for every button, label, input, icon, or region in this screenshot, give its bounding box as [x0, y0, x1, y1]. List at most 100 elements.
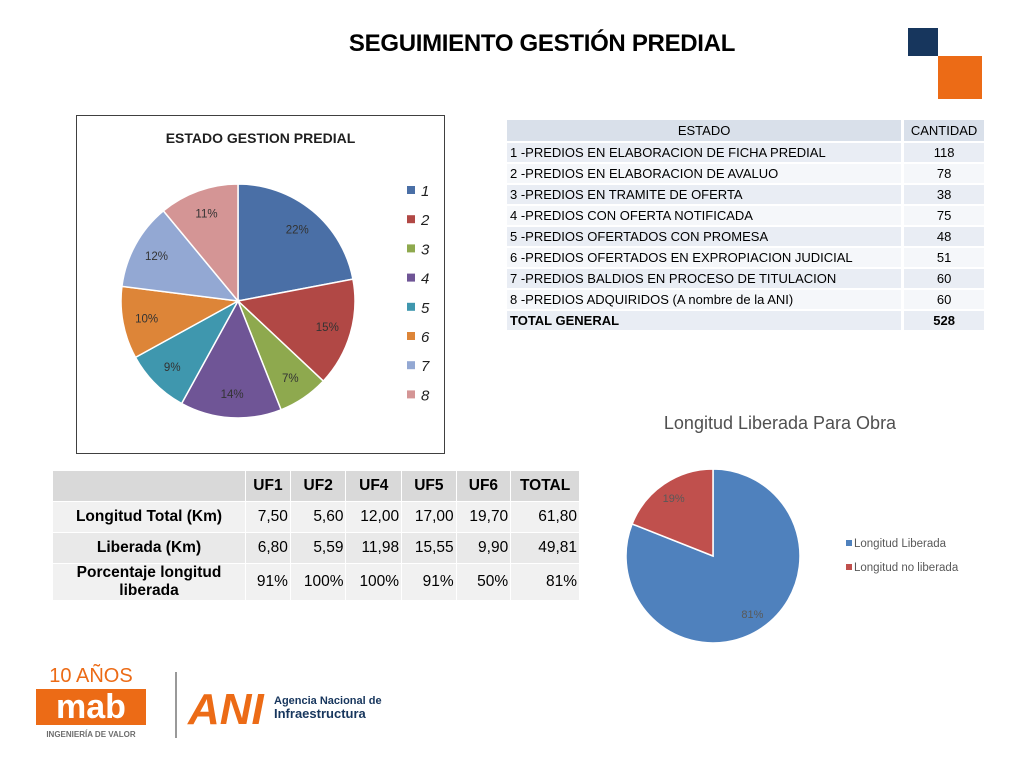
estado-pie-data-label: 14% [221, 389, 244, 401]
uf-cell: 5,60 [289, 501, 347, 533]
estado-cantidad: 48 [901, 226, 984, 248]
estado-legend-swatch [407, 186, 415, 194]
estado-label: 5 -PREDIOS OFERTADOS CON PROMESA [507, 226, 903, 248]
header-estado: ESTADO [507, 120, 903, 143]
uf-row-label: Longitud Total (Km) [52, 501, 246, 533]
uf-cell: 17,00 [401, 501, 457, 533]
uf-cell: 15,55 [401, 532, 457, 564]
uf-cell: 50% [455, 563, 512, 601]
estado-cantidad: 75 [901, 205, 984, 227]
estado-legend-swatch [407, 215, 415, 224]
corner-square-orange [938, 56, 982, 99]
uf-cell: 49,81 [510, 532, 580, 564]
uf-row-label: Liberada (Km) [52, 532, 246, 564]
uf-cell: 11,98 [345, 532, 403, 564]
longitud-legend-swatch [846, 540, 852, 546]
total-value: 528 [901, 310, 984, 332]
estado-legend-swatch [407, 302, 415, 311]
estado-legend-swatch [407, 390, 415, 399]
uf-cell: 6,80 [245, 532, 291, 564]
estado-pie-data-label: 15% [316, 322, 339, 334]
estado-legend-swatch [407, 273, 415, 282]
estado-table-row: 8 -PREDIOS ADQUIRIDOS (A nombre de la AN… [507, 289, 984, 311]
estado-label: 6 -PREDIOS OFERTADOS EN EXPROPIACION JUD… [507, 247, 903, 269]
longitud-legend-label: Longitud no liberada [854, 562, 959, 574]
uf-header-cell: UF4 [345, 470, 403, 502]
estado-table-row: 4 -PREDIOS CON OFERTA NOTIFICADA 75 [507, 205, 984, 227]
estado-label: 2 -PREDIOS EN ELABORACION DE AVALUO [507, 163, 903, 185]
estado-table-row: 6 -PREDIOS OFERTADOS EN EXPROPIACION JUD… [507, 247, 984, 269]
uf-table-row: Liberada (Km) 6,80 5,59 11,98 15,55 9,90 49,81 [52, 532, 580, 564]
estado-cantidad: 118 [901, 142, 984, 164]
uf-cell: 91% [401, 563, 457, 601]
estado-pie-data-label: 22% [286, 224, 309, 236]
estado-pie-data-label: 11% [195, 208, 217, 220]
estado-legend-label: 8 [421, 387, 430, 404]
estado-pie-slice-4 [180, 299, 283, 419]
estado-legend-label: 7 [421, 358, 430, 375]
uf-cell: 7,50 [245, 501, 291, 533]
uf-header-cell: UF5 [401, 470, 457, 502]
estado-table-header: ESTADO CANTIDAD [507, 120, 984, 143]
uf-cell: 91% [245, 563, 291, 601]
longitud-pie-title: Longitud Liberada Para Obra [663, 413, 897, 433]
corner-square-navy [908, 28, 938, 56]
uf-cell: 5,59 [289, 532, 347, 564]
uf-table: UF1 UF2 UF4 UF5 UF6 TOTAL Longitud Total (Km)… [52, 470, 580, 601]
uf-header-cell: UF2 [289, 470, 347, 502]
uf-cell: 100% [289, 563, 347, 601]
uf-cell: 19,70 [455, 501, 512, 533]
longitud-pie-slice-longitud-no-liberada [631, 468, 714, 558]
estado-legend-label: 2 [420, 212, 430, 229]
estado-cantidad: 60 [901, 289, 984, 311]
estado-legend-swatch [407, 244, 415, 253]
estado-label: 1 -PREDIOS EN ELABORACION DE FICHA PREDI… [507, 142, 903, 164]
estado-pie-data-label: 9% [164, 362, 181, 374]
mab-logo-tagline: INGENIERÍA DE VALOR [46, 730, 136, 739]
uf-table-row: Porcentaje longitud liberada 91% 100% 100% 9… [52, 563, 580, 601]
estado-pie-data-label: 12% [145, 251, 168, 263]
longitud-legend-label: Longitud Liberada [854, 538, 947, 550]
estado-table-row: 1 -PREDIOS EN ELABORACION DE FICHA PREDI… [507, 142, 984, 164]
estado-cantidad: 60 [901, 268, 984, 290]
longitud-legend-swatch [846, 564, 852, 570]
page-title: SEGUIMIENTO GESTIÓN PREDIAL [348, 30, 736, 57]
uf-header-cell: TOTAL [510, 470, 580, 502]
total-label: TOTAL GENERAL [507, 310, 903, 332]
uf-cell: 12,00 [345, 501, 403, 533]
uf-table-header: UF1 UF2 UF4 UF5 UF6 TOTAL [52, 470, 580, 502]
estado-legend-swatch [407, 361, 415, 370]
uf-cell: 61,80 [510, 501, 580, 533]
ani-logo-word: ANI [187, 685, 265, 734]
uf-cell: 81% [510, 563, 580, 601]
estado-pie-data-label: 7% [282, 373, 299, 385]
estado-pie-slice-1 [237, 183, 354, 302]
estado-legend-label: 3 [421, 241, 430, 258]
estado-legend-swatch [407, 332, 415, 340]
estado-pie-title: ESTADO GESTION PREDIAL [165, 130, 356, 146]
ani-logo-line2: Infraestructura [274, 706, 367, 721]
estado-pie-chart: ESTADO GESTION PREDIAL 22% 15% 7% 14% 9% 10% 1… [76, 115, 445, 454]
uf-table-row: Longitud Total (Km) 7,50 5,60 12,00 17,00 19,… [52, 501, 580, 533]
mab-logo-years: 10 AÑOS [49, 663, 132, 687]
estado-table-row: 3 -PREDIOS EN TRAMITE DE OFERTA 38 [507, 184, 984, 206]
estado-pie-slice-6 [120, 285, 241, 359]
header-cantidad: CANTIDAD [901, 120, 984, 143]
longitud-pie-data-label: 19% [663, 493, 685, 505]
uf-header-cell: UF6 [455, 470, 512, 502]
estado-label: 4 -PREDIOS CON OFERTA NOTIFICADA [507, 205, 903, 227]
uf-row-label: Porcentaje longitud liberada [52, 563, 246, 601]
estado-pie-slice-7 [121, 209, 240, 302]
estado-legend-label: 5 [421, 300, 430, 317]
estado-table-row: 5 -PREDIOS OFERTADOS CON PROMESA 48 [507, 226, 984, 248]
estado-cantidad: 38 [901, 184, 984, 206]
longitud-pie-data-label: 81% [741, 609, 763, 621]
estado-table: ESTADO CANTIDAD 1 -PREDIOS EN ELABORACIO… [507, 120, 984, 332]
uf-header-cell [52, 470, 246, 502]
estado-pie-svg: 22% 15% 7% 14% 9% 10% 12% 11% 1 2 3 4 5 6 7 8 [120, 183, 430, 419]
estado-legend-label: 1 [421, 183, 429, 200]
uf-header-cell: UF1 [245, 470, 291, 502]
estado-pie-slice-2 [236, 278, 356, 383]
estado-label: 7 -PREDIOS BALDIOS EN PROCESO DE TITULAC… [507, 268, 903, 290]
uf-cell: 9,90 [455, 532, 512, 564]
